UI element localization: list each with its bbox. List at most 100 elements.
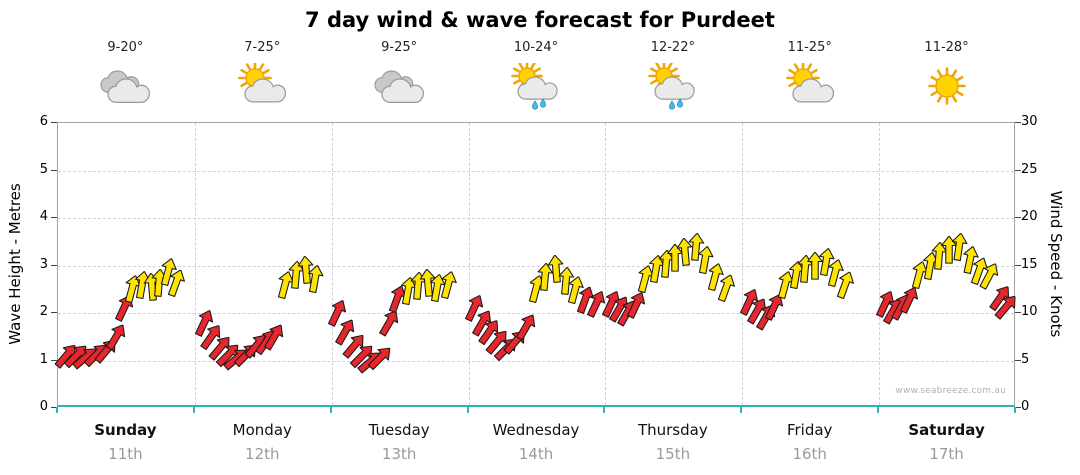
time-axis-tick — [740, 407, 743, 413]
h-gridline — [58, 218, 1014, 219]
wind-arrow — [511, 311, 541, 344]
wind-arrow — [338, 330, 370, 363]
wind-arrow — [374, 306, 404, 339]
wind-arrow — [196, 320, 227, 353]
wind-arrow — [666, 243, 684, 272]
right-tick-mark — [1015, 169, 1021, 171]
right-tick-label: 5 — [1021, 351, 1030, 367]
wind-arrow — [436, 270, 461, 302]
time-axis-tick — [56, 407, 58, 413]
v-gridline — [605, 123, 607, 405]
day-temp-wednesday: 10-24° — [513, 40, 559, 55]
left-tick-mark — [51, 169, 57, 171]
wind-arrow — [331, 315, 361, 348]
wind-arrow — [259, 320, 289, 353]
right-tick-mark — [1015, 407, 1021, 408]
wind-arrow — [499, 325, 531, 358]
wind-arrow — [878, 294, 908, 327]
day-date-friday: 16th — [792, 445, 827, 463]
chart-title: 7 day wind & wave forecast for Purdeet — [305, 8, 775, 32]
wind-arrow — [958, 244, 981, 275]
v-gridline — [194, 123, 196, 405]
day-temp-monday: 7-25° — [244, 40, 281, 55]
wind-arrow — [149, 268, 169, 297]
day-name-tuesday: Tuesday — [368, 421, 430, 439]
partly-sunny-icon — [236, 61, 288, 111]
day-temp-sunday: 9-20° — [107, 40, 144, 55]
right-tick-mark — [1015, 217, 1021, 218]
left-tick-label: 1 — [39, 351, 48, 367]
wind-arrow — [563, 274, 588, 306]
wind-arrow — [713, 272, 739, 304]
wind-arrow — [460, 292, 488, 325]
right-tick-label: 0 — [1021, 399, 1030, 414]
wind-arrow — [251, 325, 282, 358]
day-name-monday: Monday — [232, 421, 292, 439]
wind-arrow — [795, 254, 815, 284]
wind-arrow — [50, 339, 82, 372]
day-name-wednesday: Wednesday — [492, 421, 580, 439]
time-axis-tick — [192, 407, 195, 413]
wind-arrow — [80, 339, 113, 372]
wind-arrow — [815, 246, 838, 277]
h-gridline — [58, 265, 1014, 267]
wind-arrow — [155, 256, 180, 288]
wind-arrow — [948, 231, 970, 261]
wind-arrow — [633, 263, 658, 295]
wind-arrow — [130, 269, 153, 300]
left-tick-label: 0 — [39, 399, 48, 414]
wind-arrow — [120, 273, 145, 305]
right-tick-label: 25 — [1021, 161, 1038, 177]
wind-arrow — [296, 255, 316, 285]
v-gridline — [468, 123, 470, 405]
wind-arrow — [694, 244, 717, 275]
h-gridline — [58, 313, 1014, 314]
wind-arrow — [211, 339, 244, 372]
left-axis-label: Wave Height - Metres — [6, 183, 24, 345]
left-tick-mark — [51, 264, 57, 266]
day-name-saturday: Saturday — [908, 421, 985, 439]
day-name-thursday: Thursday — [637, 421, 708, 439]
wind-arrow — [417, 268, 437, 297]
wind-arrow — [535, 262, 555, 291]
wind-arrow — [304, 263, 327, 294]
wind-arrow — [162, 266, 188, 298]
day-temp-friday: 11-25° — [787, 40, 832, 55]
cloudy-icon — [373, 63, 425, 111]
wind-arrow — [384, 283, 410, 315]
wind-arrow — [60, 340, 93, 373]
wind-arrow — [69, 342, 102, 374]
left-tick-label: 3 — [39, 256, 48, 272]
wind-arrow — [621, 289, 649, 322]
wind-arrow — [240, 330, 272, 363]
wind-arrow — [408, 271, 428, 301]
v-gridline — [742, 123, 744, 405]
time-axis-tick — [1014, 407, 1016, 413]
wind-arrow — [572, 283, 598, 315]
right-tick-label: 10 — [1021, 304, 1038, 319]
left-tick-mark — [51, 312, 57, 313]
left-tick-label: 5 — [39, 161, 48, 177]
day-date-thursday: 15th — [655, 445, 691, 463]
sun-showers-icon — [510, 60, 562, 111]
h-gridline — [58, 360, 1014, 362]
time-axis-tick — [329, 407, 332, 413]
left-tick-label: 4 — [39, 209, 48, 224]
wind-arrow — [686, 232, 706, 261]
v-gridline — [879, 123, 881, 405]
day-date-monday: 12th — [245, 445, 280, 463]
day-temp-thursday: 12-22° — [650, 40, 695, 55]
wind-arrow — [346, 340, 379, 373]
wind-arrow — [142, 272, 162, 302]
left-tick-label: 6 — [39, 114, 48, 129]
wind-arrow — [363, 341, 396, 374]
wind-arrow — [772, 269, 797, 301]
left-tick-mark — [51, 359, 57, 361]
day-name-sunday: Sunday — [94, 421, 157, 439]
wind-arrow — [751, 300, 781, 333]
wind-arrow — [906, 259, 931, 291]
left-tick-mark — [51, 217, 57, 218]
right-tick-label: 15 — [1021, 256, 1038, 272]
right-tick-mark — [1015, 122, 1021, 123]
plot-area: www.seabreeze.com.au — [54, 122, 1016, 407]
